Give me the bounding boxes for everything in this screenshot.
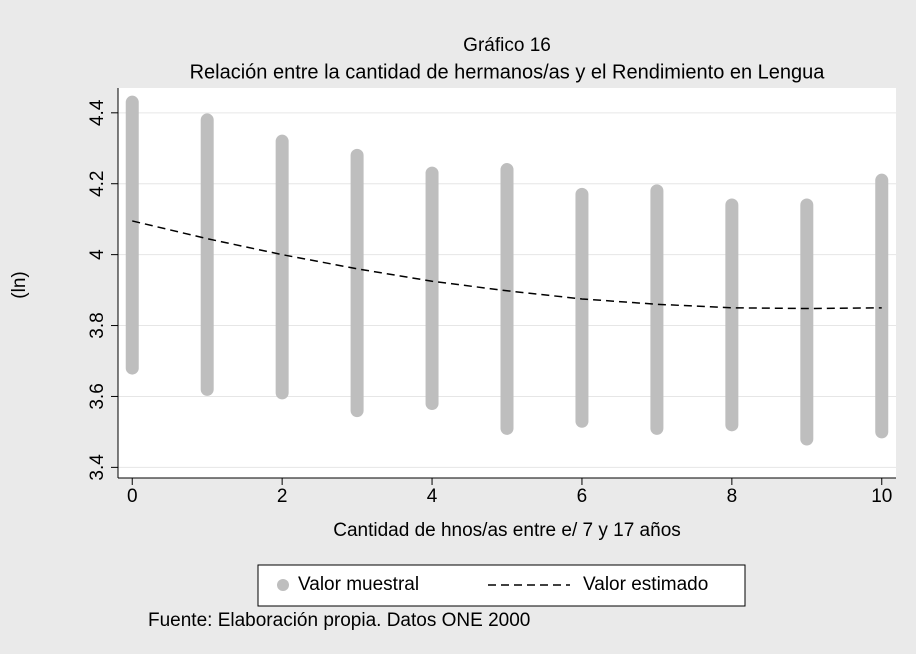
y-tick-label: 4.2 [87, 171, 108, 197]
chart-title: Gráfico 16 [463, 35, 551, 56]
footnote: Fuente: Elaboración propia. Datos ONE 20… [148, 610, 530, 631]
fitted-line [132, 220, 882, 310]
y-tick-label: 4.4 [87, 99, 108, 126]
y-axis-label: (ln) [9, 271, 30, 298]
y-tick-label: 4 [87, 249, 108, 260]
x-tick-label: 2 [277, 486, 288, 507]
y-tick-label: 3.6 [87, 383, 108, 409]
legend-marker [277, 579, 289, 591]
legend-label: Valor estimado [583, 574, 708, 595]
legend-box [257, 564, 746, 607]
x-tick-label: 10 [871, 486, 892, 507]
x-axis-label: Cantidad de hnos/as entre e/ 7 y 17 años [333, 520, 681, 541]
y-tick-label: 3.8 [87, 312, 108, 338]
legend-label: Valor muestral [298, 574, 419, 595]
chart-subtitle: Relación entre la cantidad de hermanos/a… [190, 61, 826, 83]
x-tick-label: 0 [127, 486, 138, 507]
x-tick-label: 8 [727, 486, 738, 507]
y-tick-label: 3.4 [87, 454, 108, 481]
x-tick-label: 6 [577, 486, 588, 507]
x-tick-label: 4 [427, 486, 438, 507]
